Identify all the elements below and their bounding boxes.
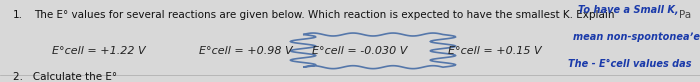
Text: 1.: 1. [13,10,22,20]
Text: E°cell = +0.15 V: E°cell = +0.15 V [448,46,542,56]
Text: To have a Small K,: To have a Small K, [578,5,678,15]
Text: E°cell = -0.030 V: E°cell = -0.030 V [312,46,407,56]
Text: E°cell = +0.98 V: E°cell = +0.98 V [199,46,293,56]
Text: E°cell = +1.22 V: E°cell = +1.22 V [52,46,146,56]
Text: 2.   Calculate the E°: 2. Calculate the E° [13,72,117,82]
Text: The - E°cell values das: The - E°cell values das [568,59,692,69]
Text: mean non-spontoneaʼe.: mean non-spontoneaʼe. [573,32,700,42]
Text: The E° values for several reactions are given below. Which reaction is expected : The E° values for several reactions are … [34,10,614,20]
Text: Pa: Pa [679,10,691,20]
